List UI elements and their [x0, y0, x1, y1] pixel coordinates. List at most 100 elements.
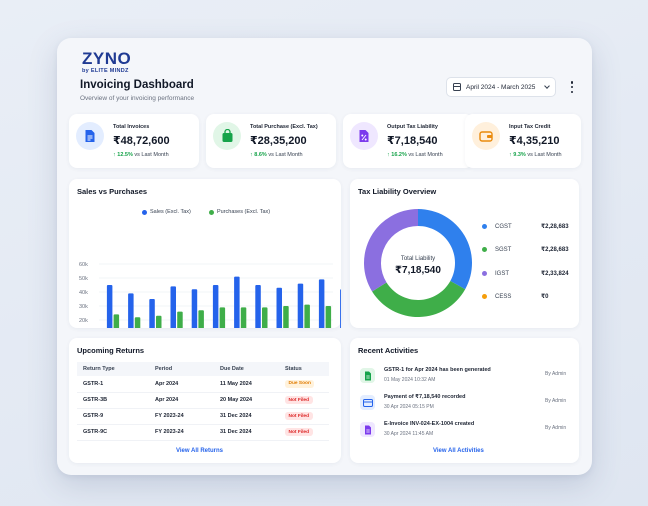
purchases-bar — [240, 307, 247, 328]
more-options-icon[interactable] — [569, 81, 575, 93]
legend-swatch — [482, 247, 487, 252]
activity-author: By Admin — [545, 371, 567, 377]
kpi-change-suffix: vs Last Month — [408, 152, 443, 158]
kpi-change: ↑ 9.3% vs Last Month — [509, 152, 562, 158]
sales-bar — [191, 289, 198, 328]
sales-bar — [276, 287, 282, 328]
wallet-icon — [479, 131, 493, 142]
sales-chart-title: Sales vs Purchases — [77, 187, 148, 196]
legend-swatch — [482, 294, 487, 299]
legend-item-purchases: Purchases (Excl. Tax) — [209, 209, 270, 215]
sales-bar — [297, 283, 304, 328]
calendar-icon — [453, 83, 461, 91]
kpi-label: Total Invoices — [113, 124, 150, 130]
activity-title: E-Invoice INV-024-EX-1004 created — [384, 421, 475, 427]
table-row[interactable]: GSTR-3B Apr 2024 20 May 2024 Not Filed — [77, 392, 329, 409]
date-range-picker[interactable]: April 2024 - March 2025 — [446, 77, 556, 97]
activity-author: By Admin — [545, 398, 567, 404]
shopping-bag-icon — [222, 129, 232, 142]
chevron-down-icon — [544, 83, 550, 89]
kpi-change-suffix: vs Last Month — [268, 152, 303, 158]
status-badge: Due Soon — [285, 379, 315, 388]
return-type: GSTR-1 — [77, 376, 149, 393]
activity-time: 30 Apr 2024 11:45 AM — [384, 431, 434, 437]
recent-activities-panel: Recent Activities GSTR-1 for Apr 2024 ha… — [350, 338, 579, 463]
kpi-value: ₹48,72,600 — [113, 135, 170, 147]
y-tick-label: 30k — [79, 304, 88, 310]
col-header: Return Type — [77, 362, 149, 376]
purchases-bar — [304, 304, 310, 328]
returns-title: Upcoming Returns — [77, 346, 145, 355]
logo-tagline: by ELITE MINDZ — [82, 68, 129, 74]
kpi-change: ↑ 12.5% vs Last Month — [113, 152, 169, 158]
tax-value: ₹0 — [541, 294, 549, 300]
col-header: Period — [149, 362, 214, 376]
dashboard-window: ZYNO by ELITE MINDZ Invoicing Dashboard … — [57, 38, 592, 475]
kpi-label: Input Tax Credit — [509, 124, 551, 130]
status-cell: Not Filed — [279, 392, 329, 409]
upcoming-returns-panel: Upcoming Returns Return Type Period Due … — [69, 338, 341, 463]
logo-wordmark: ZYNO — [82, 49, 132, 68]
date-range-label: April 2024 - March 2025 — [466, 83, 536, 91]
y-tick-label: 50k — [79, 276, 88, 282]
sales-bar — [149, 299, 155, 328]
kpi-change-percent: ↑ 12.5% — [113, 152, 133, 158]
return-type: GSTR-9 — [77, 408, 149, 425]
sales-bar — [255, 285, 261, 328]
status-badge: Not Filed — [285, 412, 313, 420]
y-tick-label: 20k — [79, 318, 88, 324]
tax-row-sgst: SGST ₹2,28,683 — [482, 246, 569, 253]
activity-author: By Admin — [545, 425, 567, 431]
list-item[interactable]: E-Invoice INV-024-EX-1004 created 30 Apr… — [360, 420, 570, 442]
document-icon — [85, 130, 95, 142]
tax-chart-title: Tax Liability Overview — [358, 187, 437, 196]
legend-swatch — [142, 209, 147, 215]
document-icon — [364, 371, 371, 380]
table-row[interactable]: GSTR-9C FY 2023-24 31 Dec 2024 Not Filed — [77, 424, 329, 441]
activity-title: Payment of ₹7,18,540 recorded — [384, 394, 466, 400]
list-item[interactable]: GSTR-1 for Apr 2024 has been generated 0… — [360, 366, 570, 388]
tax-value: ₹2,33,824 — [541, 271, 569, 277]
table-row[interactable]: GSTR-1 Apr 2024 11 May 2024 Due Soon — [77, 376, 329, 393]
tax-name: CGST — [495, 223, 512, 230]
purchases-bar — [325, 306, 332, 328]
donut-slice-cgst — [418, 209, 472, 290]
kpi-icon-wrap — [213, 122, 241, 150]
legend-label: Purchases (Excl. Tax) — [217, 209, 271, 215]
kpi-card-input-tax-credit: Input Tax Credit ₹4,35,210 ↑ 9.3% vs Las… — [465, 114, 581, 168]
kpi-card-output-tax: Output Tax Liability ₹7,18,540 ↑ 16.2% v… — [343, 114, 473, 168]
table-row[interactable]: GSTR-9 FY 2023-24 31 Dec 2024 Not Filed — [77, 408, 329, 425]
return-period: FY 2023-24 — [149, 408, 214, 425]
purchases-bar — [113, 314, 120, 328]
status-cell: Not Filed — [279, 424, 329, 441]
purchases-bar — [177, 311, 183, 328]
purchases-bar — [198, 310, 204, 328]
tax-percent-icon — [359, 130, 369, 142]
purchases-bar — [156, 315, 162, 328]
view-all-activities-link[interactable]: View All Activities — [433, 448, 484, 454]
list-item[interactable]: Payment of ₹7,18,540 recorded 30 Apr 202… — [360, 393, 570, 415]
return-period: FY 2023-24 — [149, 424, 214, 441]
kpi-change-suffix: vs Last Month — [527, 152, 562, 158]
status-cell: Due Soon — [279, 376, 329, 393]
kpi-icon-wrap — [472, 122, 500, 150]
sales-bar — [212, 285, 219, 328]
payment-icon — [362, 398, 373, 407]
y-tick-label: 40k — [79, 290, 88, 296]
invoice-icon — [364, 425, 371, 434]
kpi-change-percent: ↑ 16.2% — [387, 152, 407, 158]
kpi-card-total-invoices: Total Invoices ₹48,72,600 ↑ 12.5% vs Las… — [69, 114, 199, 168]
donut-center-value: ₹7,18,540 — [395, 265, 441, 276]
kpi-change-suffix: vs Last Month — [134, 152, 169, 158]
sales-purchases-bar-chart: 010k20k30k40k50k60kApr 24May 24Jun 24Jul… — [79, 262, 341, 328]
tax-row-cgst: CGST ₹2,28,683 — [482, 223, 569, 230]
return-due-date: 20 May 2024 — [214, 392, 279, 409]
returns-table-header: Return Type Period Due Date Status — [77, 362, 329, 376]
tax-row-cess: CESS ₹0 — [482, 293, 549, 300]
view-all-returns-link[interactable]: View All Returns — [176, 448, 224, 454]
col-header: Due Date — [214, 362, 279, 376]
return-due-date: 31 Dec 2024 — [214, 424, 279, 441]
tax-value: ₹2,28,683 — [541, 247, 569, 253]
tax-name: CESS — [495, 293, 512, 300]
purchases-bar — [262, 307, 268, 328]
